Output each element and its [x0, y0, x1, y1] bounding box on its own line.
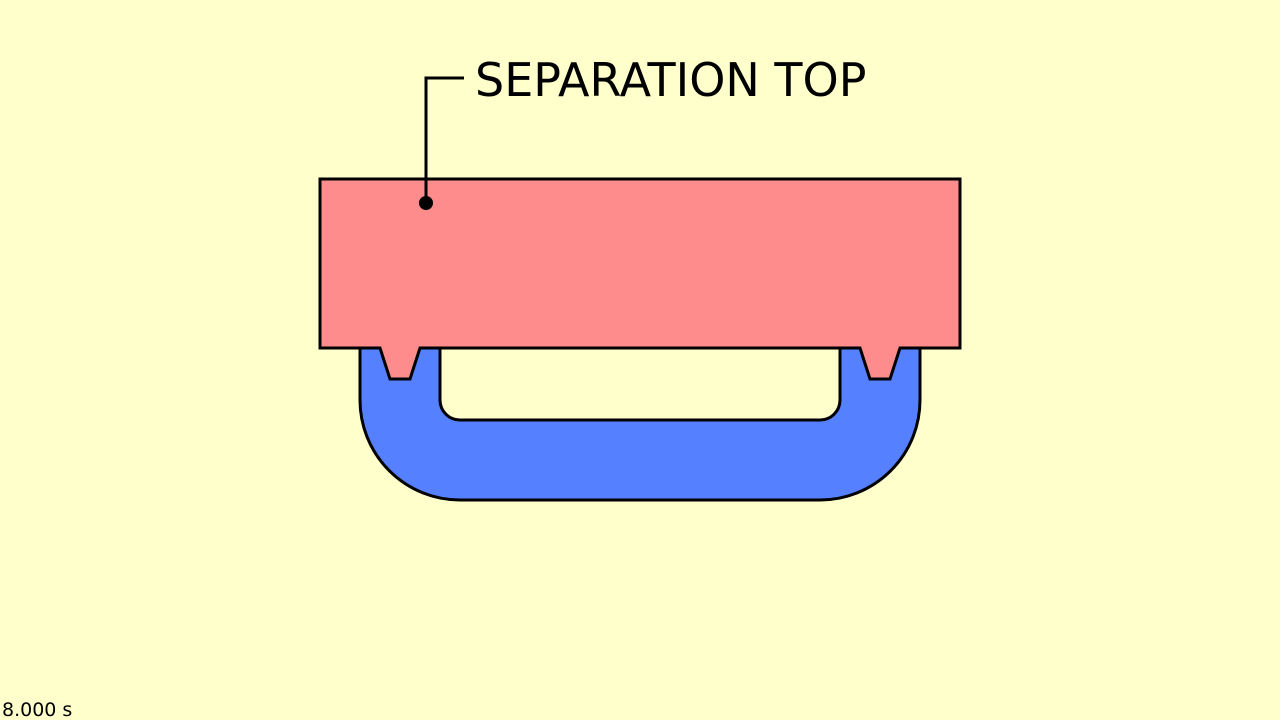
- leader-dot: [419, 196, 433, 210]
- bottom-part: [358, 346, 922, 502]
- top-part: [318, 177, 962, 381]
- timestamp: 8.000 s: [2, 699, 72, 720]
- leader-line: [424, 76, 464, 203]
- part-label: SEPARATION TOP: [475, 53, 866, 107]
